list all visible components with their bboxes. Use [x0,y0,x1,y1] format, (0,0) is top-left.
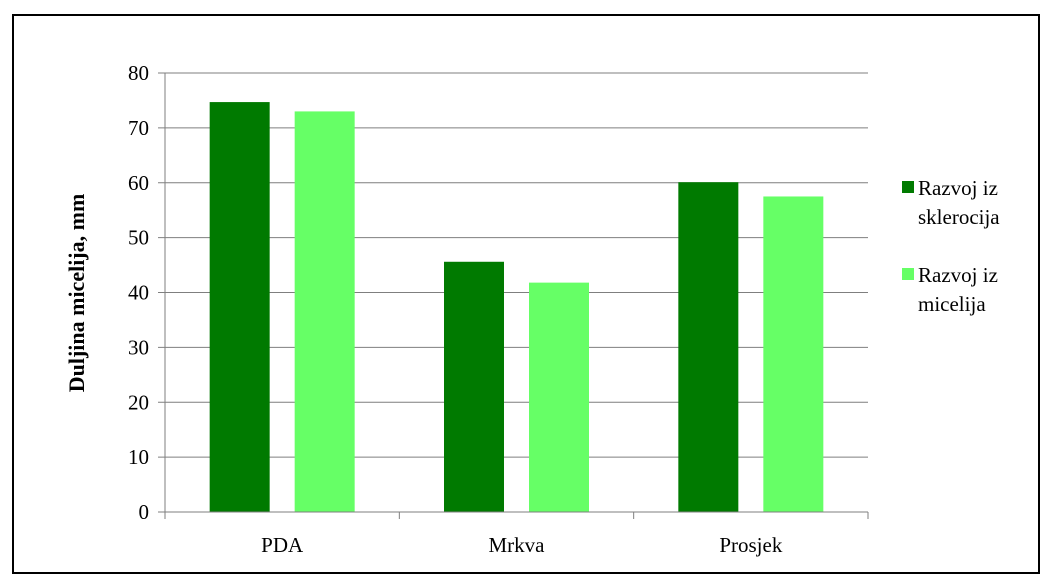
bar-prosjek-series-1 [678,182,739,513]
legend-label-1: sklerocija [918,205,1000,229]
y-tick-label: 60 [128,171,149,195]
y-tick-label: 30 [128,335,149,359]
y-axis-label: Duljina micelija, mm [64,194,89,393]
y-tick-label: 0 [139,500,150,524]
legend-swatch-2 [902,268,914,280]
x-tick-labels: PDA Mrkva Prosjek [261,533,783,557]
bars [209,102,824,513]
legend: Razvoj iz sklerocija Razvoj iz micelija [902,176,1000,316]
bar-mrkva-series-2 [529,282,589,512]
x-tick-label-mrkva: Mrkva [489,533,546,557]
y-tick-label: 70 [128,116,149,140]
bar-mrkva-series-1 [444,261,504,512]
legend-swatch-1 [902,181,914,193]
bar-prosjek-series-2 [763,196,824,512]
legend-label-2: Razvoj iz [918,263,998,287]
x-tick-label-prosjek: Prosjek [719,533,783,557]
bar-pda-series-1 [209,102,270,513]
y-tick-label: 20 [128,390,149,414]
axes [158,72,869,519]
chart-frame [12,14,1040,574]
y-tick-label: 50 [128,226,149,250]
x-tick-label-pda: PDA [261,533,304,557]
y-tick-label: 40 [128,281,149,305]
bar-pda-series-2 [294,111,355,512]
legend-label-2: micelija [918,292,986,316]
y-tick-label: 10 [128,445,149,469]
gridlines [165,72,868,458]
y-tick-labels: 0 10 20 30 40 50 60 70 80 [128,61,149,524]
y-tick-label: 80 [128,61,149,85]
legend-label-1: Razvoj iz [918,176,998,200]
